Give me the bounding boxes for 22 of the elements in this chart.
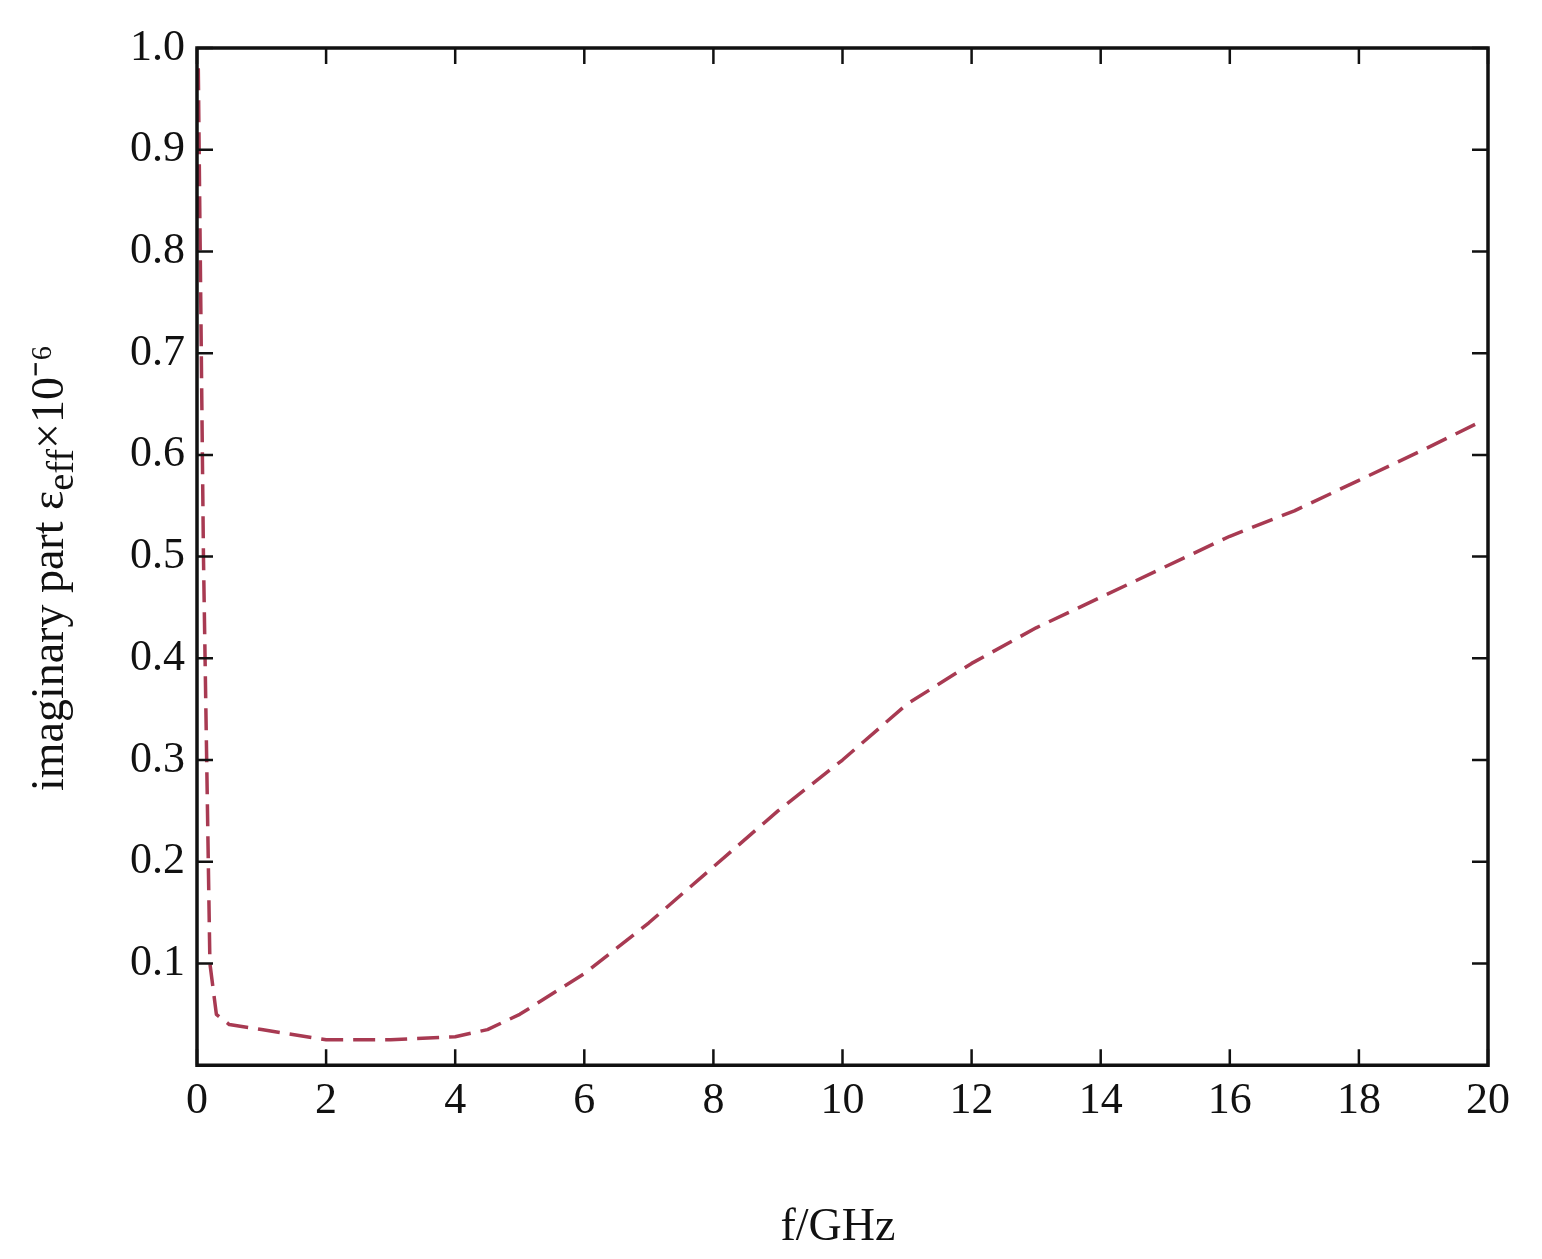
- x-tick-label: 0: [186, 1074, 208, 1124]
- x-tick-label: 2: [315, 1074, 338, 1124]
- x-tick-label: 6: [573, 1074, 596, 1124]
- y-tick-label: 1.0: [130, 20, 185, 70]
- x-tick-label: 8: [702, 1074, 725, 1124]
- y-tick-label: 0.4: [130, 630, 185, 680]
- y-tick-label: 0.1: [130, 936, 185, 986]
- y-tick-label: 0.8: [130, 224, 185, 273]
- x-tick-label: 12: [949, 1074, 994, 1124]
- x-tick-label: 10: [820, 1074, 865, 1124]
- x-tick-label: 18: [1336, 1074, 1381, 1124]
- y-tick-label: 0.9: [130, 122, 185, 172]
- x-axis-title: f/GHz: [780, 1198, 896, 1251]
- x-tick-label: 14: [1078, 1074, 1123, 1124]
- y-tick-label: 0.3: [130, 732, 185, 782]
- x-tick-label: 16: [1207, 1074, 1252, 1124]
- x-tick-label: 20: [1466, 1074, 1510, 1124]
- y-tick-label: 0.2: [130, 834, 185, 884]
- y-tick-label: 0.7: [130, 325, 185, 375]
- x-tick-label: 4: [444, 1074, 467, 1124]
- y-tick-label: 0.6: [130, 427, 185, 477]
- y-tick-label: 0.5: [130, 529, 185, 579]
